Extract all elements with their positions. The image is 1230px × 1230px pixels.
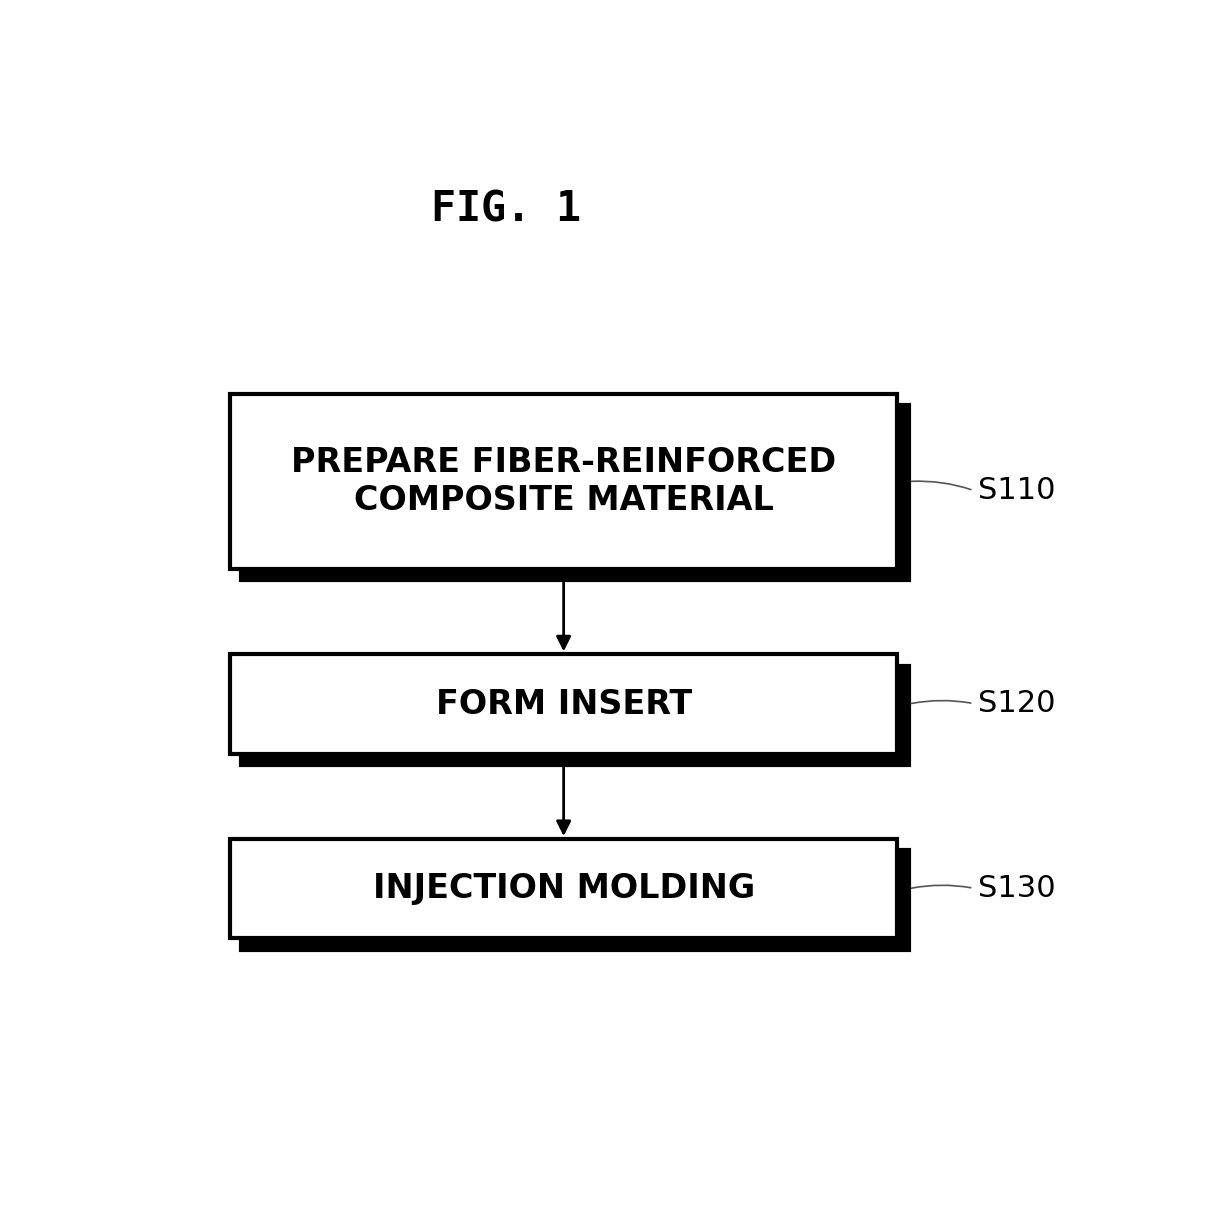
Text: S130: S130: [978, 873, 1055, 903]
Text: FORM INSERT: FORM INSERT: [435, 688, 691, 721]
FancyBboxPatch shape: [241, 850, 909, 950]
FancyBboxPatch shape: [230, 839, 897, 938]
FancyBboxPatch shape: [241, 665, 909, 765]
FancyBboxPatch shape: [241, 405, 909, 581]
Text: S110: S110: [978, 476, 1055, 506]
Text: INJECTION MOLDING: INJECTION MOLDING: [373, 872, 755, 905]
Text: FIG. 1: FIG. 1: [432, 188, 582, 230]
Text: PREPARE FIBER-REINFORCED
COMPOSITE MATERIAL: PREPARE FIBER-REINFORCED COMPOSITE MATER…: [292, 445, 836, 517]
Text: S120: S120: [978, 689, 1055, 718]
FancyBboxPatch shape: [230, 394, 897, 569]
FancyBboxPatch shape: [230, 654, 897, 754]
